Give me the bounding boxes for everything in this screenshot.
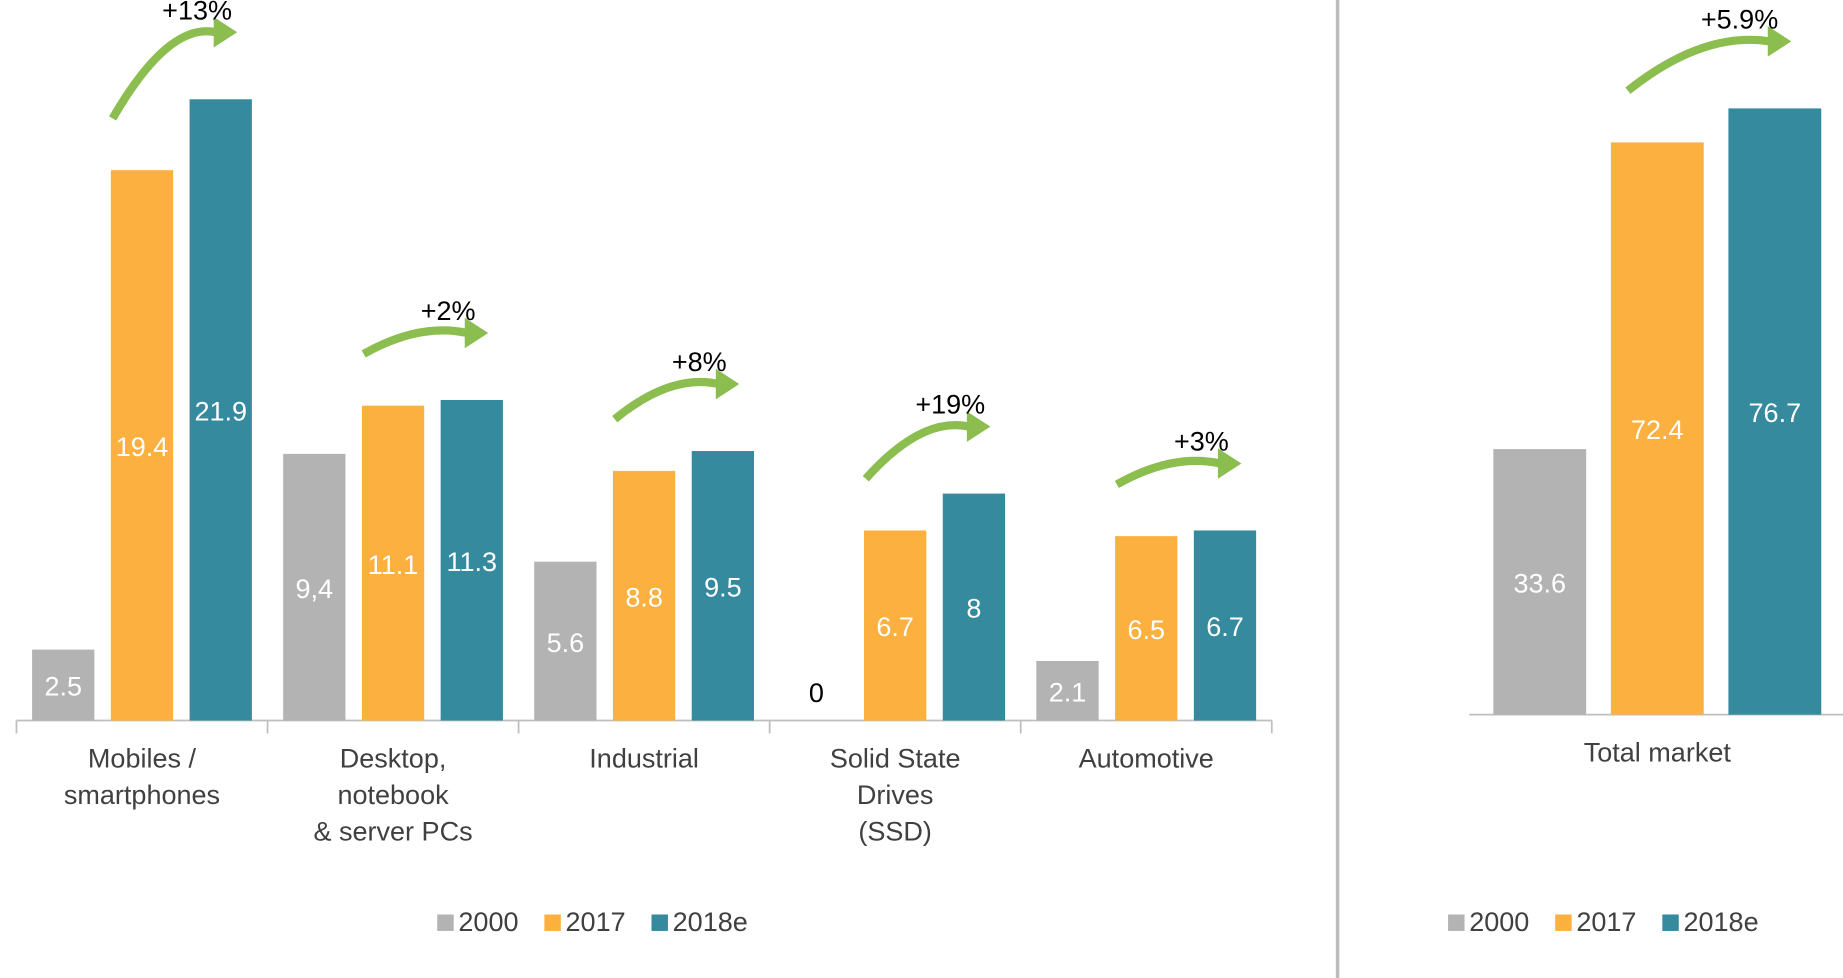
value-label: 72.4 — [1631, 415, 1684, 445]
annotation: +8% — [672, 347, 727, 377]
bar — [1115, 536, 1178, 721]
label-line: Solid State — [830, 744, 961, 774]
legend-label: 2000 — [1469, 907, 1529, 937]
legend-swatch — [1448, 914, 1465, 931]
growth-arrow-head — [966, 411, 991, 442]
value-label: 6.7 — [1206, 612, 1244, 642]
x-tick-label: Industrial — [589, 744, 699, 774]
growth-arrow — [862, 420, 971, 482]
label-line: (SSD) — [858, 817, 932, 847]
bar — [32, 649, 95, 721]
x-tick-label: Mobiles / smartphones — [64, 744, 220, 810]
value-label: 9.5 — [704, 572, 742, 602]
annotation: +19% — [915, 390, 985, 420]
legend-swatch — [651, 914, 668, 931]
legend-swatch — [437, 914, 454, 931]
value-label: 5.6 — [547, 628, 585, 658]
legend-label: 2017 — [566, 907, 626, 937]
value-label: 19.4 — [116, 432, 169, 462]
x-tick-label: Desktop, notebook & server PCs — [313, 744, 472, 847]
label-line: Drives — [857, 780, 934, 810]
bar — [283, 453, 346, 721]
growth-arrow-head — [213, 16, 238, 48]
value-label: 2.5 — [44, 672, 82, 702]
value-label: 2.1 — [1049, 677, 1087, 707]
value-label: 11.3 — [447, 547, 498, 577]
bar — [1610, 142, 1704, 715]
bar — [1493, 449, 1587, 715]
bar — [189, 99, 252, 721]
value-label: 8.8 — [625, 582, 663, 612]
value-label: 9,4 — [296, 574, 334, 604]
x-tick-label: Total market — [1584, 738, 1732, 768]
growth-arrow-head — [1217, 448, 1242, 479]
growth-arrow — [109, 27, 217, 121]
value-label: 33.6 — [1513, 569, 1566, 599]
growth-arrow-head — [1767, 26, 1792, 57]
label-line: Industrial — [589, 744, 699, 774]
value-label: 0 — [809, 678, 824, 708]
legend-swatch — [1555, 914, 1572, 931]
label-line: smartphones — [64, 780, 220, 810]
legend-label: 2018e — [673, 907, 748, 937]
bar — [534, 561, 597, 721]
growth-arrow — [612, 377, 720, 423]
x-tick-label: Solid State Drives (SSD) — [830, 744, 961, 847]
value-label: 6.7 — [876, 612, 914, 642]
value-label: 21.9 — [194, 397, 247, 427]
label-line: notebook — [337, 780, 449, 810]
growth-arrow — [361, 326, 468, 358]
growth-arrow — [1625, 35, 1771, 94]
legend-swatch — [1662, 914, 1679, 931]
value-label: 8 — [966, 594, 981, 624]
label-line: & server PCs — [313, 817, 472, 847]
bar — [691, 451, 755, 721]
bar — [110, 170, 174, 721]
growth-arrow — [1114, 456, 1222, 489]
annotation: +2% — [421, 296, 476, 326]
label-line: Automotive — [1079, 744, 1214, 774]
annotation: +13% — [162, 0, 232, 25]
label-line: Total market — [1584, 738, 1732, 768]
bar — [864, 530, 927, 721]
legend-label: 2017 — [1576, 907, 1636, 937]
label-line: Desktop, — [340, 744, 447, 774]
x-tick-label: Automotive — [1079, 744, 1214, 774]
growth-arrow-head — [464, 317, 489, 349]
annotation: +5.9% — [1701, 5, 1778, 35]
bar — [612, 470, 676, 721]
value-label: 11.1 — [368, 550, 419, 580]
bar — [361, 405, 425, 721]
annotation: +3% — [1174, 427, 1229, 457]
bar — [440, 399, 503, 721]
legend-label: 2018e — [1683, 907, 1758, 937]
value-label: 6.5 — [1127, 615, 1165, 645]
growth-arrow-head — [715, 368, 740, 400]
bar — [1728, 108, 1822, 715]
value-label: 76.7 — [1749, 398, 1802, 428]
bar — [1193, 530, 1257, 721]
bar — [942, 493, 1006, 721]
bar — [1036, 660, 1099, 721]
legend-label: 2000 — [458, 907, 518, 937]
label-line: Mobiles / — [88, 744, 197, 774]
legend-swatch — [544, 914, 561, 931]
